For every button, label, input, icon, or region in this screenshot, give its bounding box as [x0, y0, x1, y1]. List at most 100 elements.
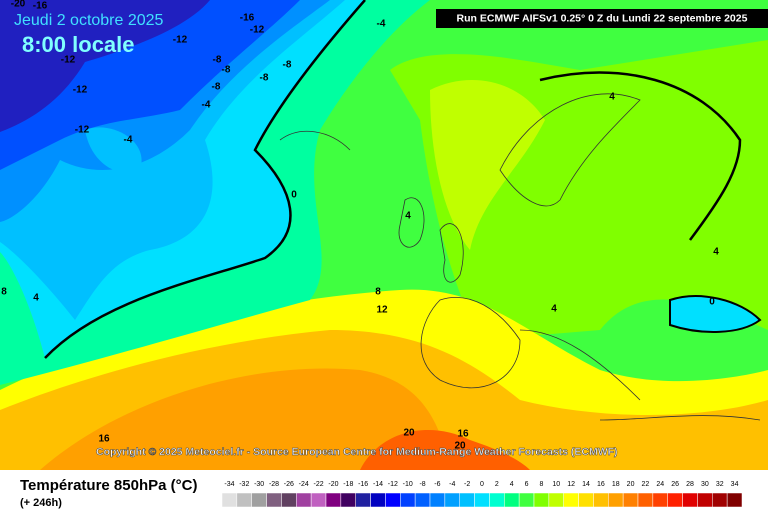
legend-label: -10	[403, 481, 413, 488]
run-info-box	[436, 9, 768, 28]
color-legend: -34 -32 -30 -28 -26 -24 -22 -20 -18 -16 -14 -12 -10-…	[221, 481, 743, 508]
coastlines	[279, 93, 761, 421]
contour-label: -8	[213, 55, 222, 66]
legend-swatch	[518, 492, 535, 508]
contour-label: -12	[61, 55, 76, 66]
copyright: Copyright © 2025 Meteociel.fr - Source E…	[96, 446, 618, 458]
legend-label: -6	[434, 481, 440, 488]
legend-label: -12	[388, 481, 398, 488]
legend-swatch	[637, 492, 654, 508]
legend-swatch	[504, 492, 520, 508]
legend-swatch	[325, 492, 342, 508]
legend-label: 6	[525, 481, 529, 488]
legend-swatch	[459, 492, 475, 508]
legend-label: -34	[224, 481, 234, 488]
contour-label: -8	[283, 60, 292, 71]
contour-label: 16	[457, 429, 469, 440]
legend-label: 28	[686, 481, 694, 488]
legend-swatch	[266, 492, 282, 508]
contour-label: 20	[454, 441, 466, 452]
legend-swatch	[474, 492, 490, 508]
legend-swatch	[251, 492, 267, 508]
legend-swatch	[667, 492, 683, 508]
legend-label: -4	[449, 481, 455, 488]
legend-label: -32	[239, 481, 249, 488]
contour-label: 20	[403, 428, 415, 439]
legend-swatch	[355, 492, 371, 508]
legend-swatch	[385, 492, 401, 508]
legend-label: 8	[539, 481, 543, 488]
zone-m2-blob	[85, 127, 142, 173]
legend-label: -2	[464, 481, 470, 488]
legend-swatch	[563, 492, 579, 508]
legend-swatch	[682, 492, 698, 508]
zone-m12	[0, 0, 210, 132]
legend-swatch	[281, 492, 297, 508]
contour-label: 16	[98, 434, 110, 445]
legend-label: -18	[343, 481, 353, 488]
time-line: 8:00 locale	[22, 32, 135, 57]
legend-swatch	[400, 492, 416, 508]
contour-label: -16	[240, 13, 255, 24]
legend-label: -22	[314, 481, 324, 488]
contour-label: -4	[202, 100, 211, 111]
legend-swatch	[444, 492, 460, 508]
legend-swatch	[652, 492, 668, 508]
legend-label: 14	[582, 481, 590, 488]
legend-label: 16	[597, 481, 605, 488]
legend-swatch	[296, 492, 312, 508]
legend-swatch	[726, 492, 743, 508]
legend-label: 24	[656, 481, 664, 488]
contour-label: -4	[377, 19, 386, 30]
legend-swatch	[414, 492, 431, 508]
contour-0-east	[669, 295, 762, 333]
contour-label: -12	[73, 85, 88, 96]
legend-label: 0	[480, 481, 484, 488]
legend-label: -26	[284, 481, 294, 488]
legend-label: 2	[495, 481, 499, 488]
legend-label: 20	[627, 481, 635, 488]
contour-label: 12	[376, 305, 388, 316]
contour-label: -8	[212, 82, 221, 93]
legend-swatch	[548, 492, 564, 508]
legend-swatch	[221, 492, 238, 508]
zone-10	[430, 80, 545, 250]
legend-swatch	[593, 492, 609, 508]
legend-swatch	[489, 492, 505, 508]
contour-labels: -20 -16-16-12-4-12-12 -8-8 -8-8-8-12-4-12-4…	[1, 0, 719, 452]
legend-label: 4	[510, 481, 514, 488]
contour-label: 4	[713, 247, 719, 258]
legend-swatch	[533, 492, 550, 508]
contour-label: -20	[11, 0, 26, 10]
contour-label: -8	[222, 65, 231, 76]
legend-label: 32	[716, 481, 724, 488]
contour-label: -16	[33, 1, 48, 12]
run-info: Run ECMWF AIFSv1 0.25° 0 Z du Lundi 22 s…	[457, 12, 748, 24]
legend-swatch	[622, 492, 639, 508]
contour-label: 4	[33, 293, 39, 304]
legend-swatch	[697, 492, 713, 508]
contour-label: -4	[124, 135, 133, 146]
legend-label: 12	[567, 481, 575, 488]
contour-label: 4	[551, 304, 557, 315]
legend-label: -24	[299, 481, 309, 488]
legend-label: -14	[373, 481, 383, 488]
contour-8	[539, 71, 742, 241]
legend-label: -8	[419, 481, 425, 488]
contour-label: 8	[375, 287, 381, 298]
contour-label: 0	[709, 297, 715, 308]
contour-0	[44, 0, 366, 359]
legend-label: -28	[269, 481, 279, 488]
date-line: Jeudi 2 octobre 2025	[14, 12, 164, 29]
legend-label: 30	[701, 481, 709, 488]
contour-label: -12	[75, 125, 90, 136]
legend-swatch	[340, 492, 356, 508]
legend-swatch	[712, 492, 728, 508]
zone-22	[360, 430, 530, 470]
contour-label: -8	[260, 73, 269, 84]
contour-label: 8	[1, 287, 7, 298]
legend-label: 34	[731, 481, 739, 488]
legend-label: 18	[612, 481, 620, 488]
zone-18	[40, 368, 450, 470]
